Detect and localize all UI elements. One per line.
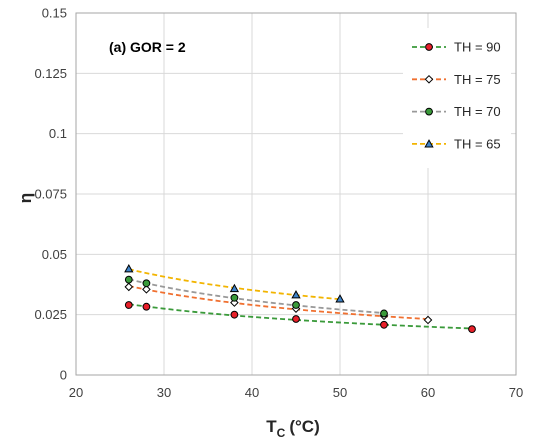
chart-annotation: (a) GOR = 2: [109, 39, 186, 55]
x-tick-label: 40: [245, 385, 259, 400]
y-axis-title: η: [16, 193, 35, 203]
data-point: [124, 275, 133, 284]
data-point: [335, 294, 345, 303]
data-point: [230, 293, 239, 302]
labels-layer: (a) GOR = 2 η TC (°C) 20 30 40 50 60 70 0 0.025 0…: [16, 6, 523, 439]
series-trendline: [128, 303, 473, 330]
series-4: [124, 263, 345, 303]
x-axis-title: TC (°C): [266, 417, 319, 439]
y-tick-label: 0.075: [34, 187, 67, 202]
series-2: [124, 282, 433, 325]
data-point: [291, 290, 301, 299]
y-tick-label: 0.15: [42, 6, 67, 21]
series-trendline: [128, 285, 429, 320]
x-tick-label: 20: [69, 385, 83, 400]
data-point: [380, 309, 388, 318]
legend-label: TH = 65: [454, 136, 501, 151]
data-point: [124, 282, 134, 292]
x-axis-title-main: T: [266, 417, 277, 436]
legend: TH = 90 TH = 75 TH = 70 TH = 65: [403, 28, 511, 168]
series-1: [124, 301, 476, 334]
data-point: [142, 302, 151, 311]
y-tick-label: 0.05: [42, 247, 67, 262]
x-tick-label: 60: [421, 385, 435, 400]
legend-label: TH = 75: [454, 72, 501, 87]
x-tick-label: 70: [509, 385, 523, 400]
legend-label: TH = 70: [454, 104, 501, 119]
data-point: [124, 263, 134, 273]
data-point: [423, 315, 433, 325]
series-layer: [124, 263, 476, 334]
data-point: [230, 298, 239, 307]
legend-swatch-marker: [425, 43, 433, 51]
series-3: [124, 275, 388, 318]
axis-layer: [75, 12, 517, 376]
data-point: [124, 301, 133, 309]
data-point: [230, 310, 239, 319]
x-axis-title-unit: (°C): [289, 417, 319, 436]
plot-frame: [75, 12, 517, 376]
legend-item: TH = 90: [412, 40, 501, 55]
x-axis-title-subscript: C: [277, 426, 286, 439]
x-tick-label: 50: [333, 385, 347, 400]
legend-swatch-marker: [424, 139, 434, 148]
data-point: [142, 285, 151, 294]
y-tick-label: 0.125: [34, 66, 67, 81]
data-point: [380, 320, 388, 329]
data-point: [142, 279, 151, 288]
legend-item: TH = 65: [412, 136, 501, 151]
y-tick-label: 0.025: [34, 307, 67, 322]
y-tick-label: 0.1: [49, 126, 67, 141]
data-point: [292, 301, 300, 309]
data-point: [468, 325, 476, 334]
legend-item: TH = 75: [412, 72, 501, 87]
series-trendline: [128, 278, 385, 314]
legend-label: TH = 90: [454, 40, 501, 55]
legend-item: TH = 70: [412, 104, 501, 119]
legend-swatch-marker: [424, 74, 434, 84]
y-tick-label: 0: [60, 368, 67, 383]
legend-swatch-marker: [425, 107, 433, 116]
x-tick-label: 30: [157, 385, 171, 400]
data-point: [229, 283, 240, 293]
data-point: [292, 315, 300, 323]
